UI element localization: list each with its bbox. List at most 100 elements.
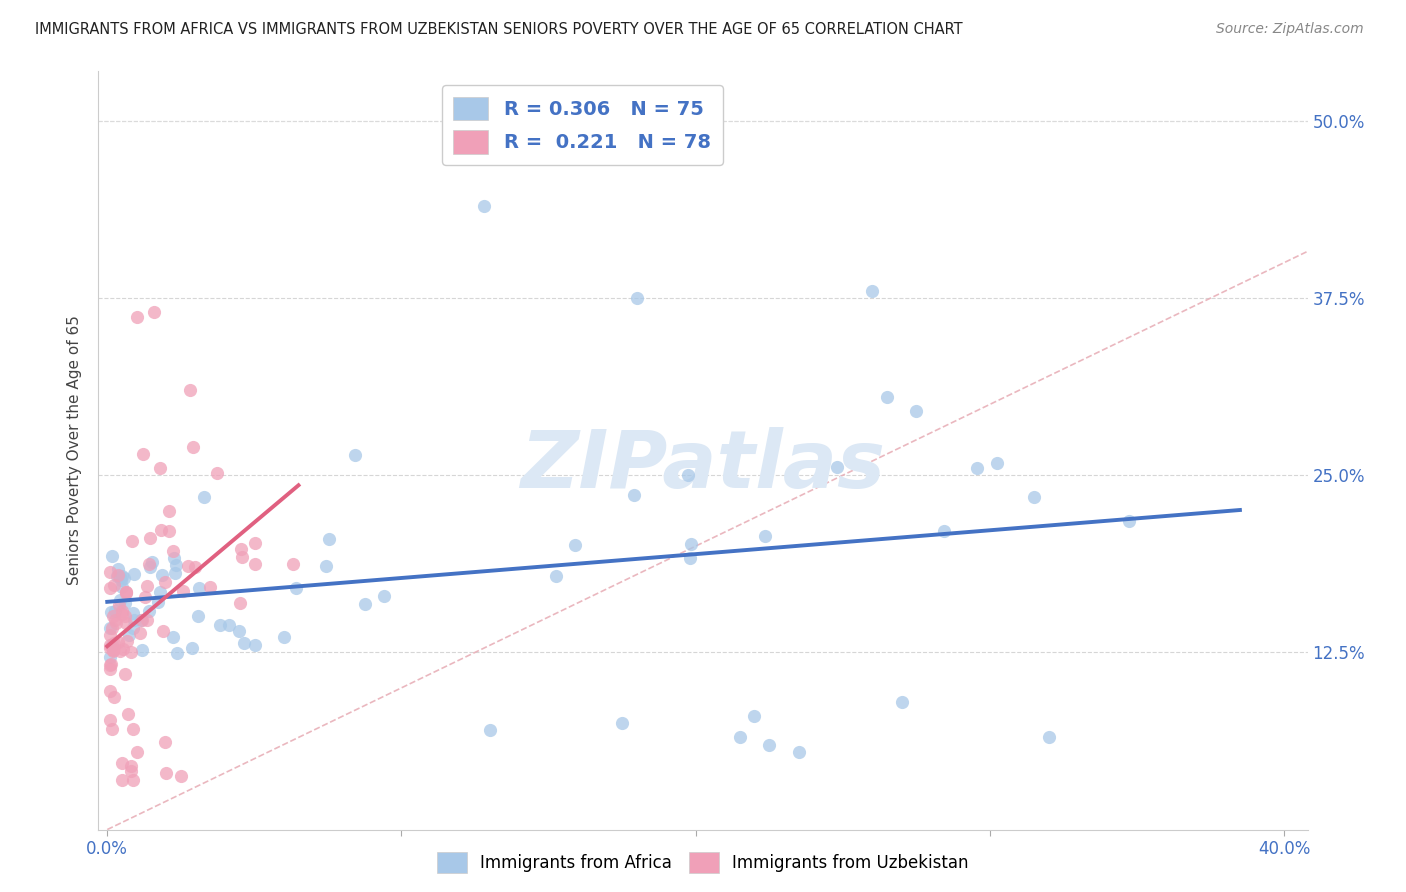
Point [478, 723, 501, 738]
Point [114, 609, 136, 624]
Point [273, 631, 295, 645]
Point [184, 559, 207, 574]
Legend: Immigrants from Africa, Immigrants from Uzbekistan: Immigrants from Africa, Immigrants from … [430, 846, 976, 880]
Point [98, 640, 121, 655]
Point [744, 709, 766, 723]
Point [193, 491, 215, 505]
Point [141, 555, 163, 569]
Point [125, 745, 148, 759]
Point [209, 618, 232, 632]
Point [118, 628, 141, 642]
Point [111, 604, 134, 618]
Point [146, 595, 169, 609]
Point [98, 650, 121, 665]
Point [100, 621, 122, 635]
Point [163, 566, 186, 580]
Text: IMMIGRANTS FROM AFRICA VS IMMIGRANTS FROM UZBEKISTAN SENIORS POVERTY OVER THE AG: IMMIGRANTS FROM AFRICA VS IMMIGRANTS FRO… [35, 22, 963, 37]
Point [860, 284, 883, 298]
Point [103, 578, 125, 592]
Point [100, 657, 122, 671]
Point [564, 538, 586, 552]
Point [155, 735, 177, 749]
Legend: R = 0.306   N = 75, R =  0.221   N = 78: R = 0.306 N = 75, R = 0.221 N = 78 [441, 85, 723, 165]
Point [678, 551, 700, 566]
Point [150, 523, 173, 537]
Point [101, 643, 124, 657]
Point [138, 604, 160, 618]
Point [890, 695, 912, 709]
Point [472, 199, 495, 213]
Point [876, 390, 898, 404]
Point [159, 504, 181, 518]
Point [231, 541, 253, 556]
Point [120, 759, 142, 773]
Point [623, 488, 645, 502]
Point [179, 383, 201, 397]
Point [114, 596, 136, 610]
Point [128, 625, 150, 640]
Point [110, 756, 132, 770]
Point [122, 613, 145, 627]
Point [318, 532, 340, 546]
Point [101, 642, 124, 657]
Point [108, 593, 131, 607]
Point [98, 565, 121, 579]
Point [143, 305, 166, 319]
Point [243, 557, 266, 571]
Point [172, 584, 194, 599]
Point [787, 745, 810, 759]
Point [758, 738, 780, 752]
Point [243, 535, 266, 549]
Point [546, 569, 568, 583]
Point [120, 645, 142, 659]
Point [101, 609, 124, 624]
Point [103, 690, 125, 704]
Point [98, 639, 121, 653]
Point [354, 597, 377, 611]
Point [229, 596, 252, 610]
Point [107, 568, 129, 582]
Point [754, 529, 776, 543]
Point [152, 624, 174, 638]
Point [162, 630, 184, 644]
Point [98, 683, 121, 698]
Point [121, 534, 143, 549]
Point [231, 549, 253, 564]
Point [121, 621, 143, 635]
Point [285, 581, 308, 595]
Point [155, 765, 177, 780]
Point [114, 667, 136, 681]
Point [122, 567, 145, 582]
Point [129, 613, 152, 627]
Point [101, 722, 124, 736]
Point [233, 636, 256, 650]
Point [112, 642, 135, 657]
Point [150, 568, 173, 582]
Point [149, 584, 172, 599]
Point [1038, 731, 1060, 745]
Point [187, 608, 209, 623]
Point [373, 589, 395, 603]
Text: Source: ZipAtlas.com: Source: ZipAtlas.com [1216, 22, 1364, 37]
Point [108, 643, 131, 657]
Point [103, 635, 125, 649]
Point [112, 571, 135, 585]
Point [105, 569, 128, 583]
Point [905, 404, 928, 418]
Point [125, 310, 148, 324]
Point [108, 570, 131, 584]
Point [315, 559, 337, 574]
Point [98, 582, 121, 596]
Point [825, 459, 848, 474]
Point [283, 557, 305, 571]
Point [163, 550, 186, 565]
Point [986, 456, 1008, 470]
Point [120, 764, 142, 778]
Point [177, 559, 200, 574]
Point [98, 628, 121, 642]
Point [117, 707, 139, 722]
Point [108, 598, 131, 612]
Point [181, 440, 204, 454]
Point [104, 604, 127, 618]
Point [111, 772, 134, 787]
